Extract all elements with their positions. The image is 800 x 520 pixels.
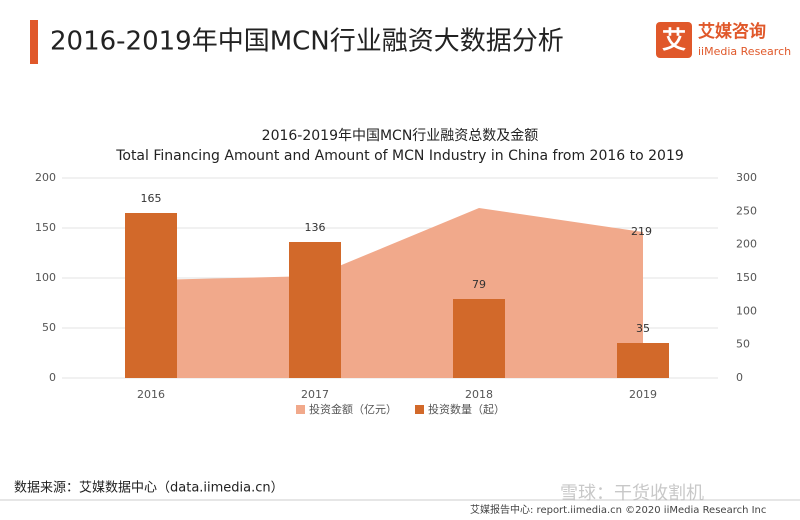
x-tick-label: 2016 — [137, 388, 165, 401]
logo-en: iiMedia Research — [698, 45, 791, 58]
value-label: 136 — [305, 221, 326, 234]
y-tick-label: 50 — [42, 321, 56, 334]
logo-cn: 艾媒咨询 — [698, 21, 766, 42]
title-accent — [30, 20, 38, 64]
plot: 0 50 100 150 200 0 50 100 150 200 250 300 2016 2017 20… — [35, 171, 757, 416]
x-tick-label: 2018 — [465, 388, 493, 401]
y2-tick-label: 100 — [736, 304, 757, 317]
area — [151, 208, 643, 378]
y-tick-label: 100 — [35, 271, 56, 284]
y2-tick-label: 200 — [736, 238, 757, 251]
legend-label: 投资数量（起） — [428, 402, 505, 416]
y-tick-label: 200 — [35, 171, 56, 184]
value-label: 219 — [631, 225, 652, 238]
source: 数据来源：艾媒数据中心（data.iimedia.cn） — [14, 481, 284, 496]
page-title: 2016-2019年中国MCN行业融资大数据分析 — [50, 27, 564, 57]
logo-icon: 艾 — [662, 26, 686, 54]
watermark: 雪球：干货收割机 — [560, 483, 704, 504]
x-tick-label: 2019 — [629, 388, 657, 401]
y2-tick-label: 250 — [736, 204, 757, 217]
legend-swatch — [415, 405, 424, 414]
y-tick-label: 150 — [35, 221, 56, 234]
value-label: 79 — [472, 278, 486, 291]
y-tick-label: 0 — [49, 371, 56, 384]
bar — [453, 299, 505, 378]
x-tick-label: 2017 — [301, 388, 329, 401]
bar — [617, 343, 669, 378]
legend-swatch — [296, 405, 305, 414]
bar — [289, 242, 341, 378]
y2-tick-label: 0 — [736, 371, 743, 384]
bar — [125, 213, 177, 378]
chart-title: 2016-2019年中国MCN行业融资总数及金额 — [262, 128, 539, 144]
y2-tick-label: 150 — [736, 271, 757, 284]
y2-tick-label: 300 — [736, 171, 757, 184]
value-label: 165 — [141, 192, 162, 205]
logo-box — [656, 22, 692, 58]
legend-label: 投资金额（亿元） — [309, 402, 397, 416]
chart-subtitle: Total Financing Amount and Amount of MCN… — [115, 148, 684, 164]
y2-tick-label: 50 — [736, 338, 750, 351]
value-label: 35 — [636, 322, 650, 335]
footer-report: 艾媒报告中心: report.iimedia.cn ©2020 iiMedia … — [470, 503, 766, 516]
